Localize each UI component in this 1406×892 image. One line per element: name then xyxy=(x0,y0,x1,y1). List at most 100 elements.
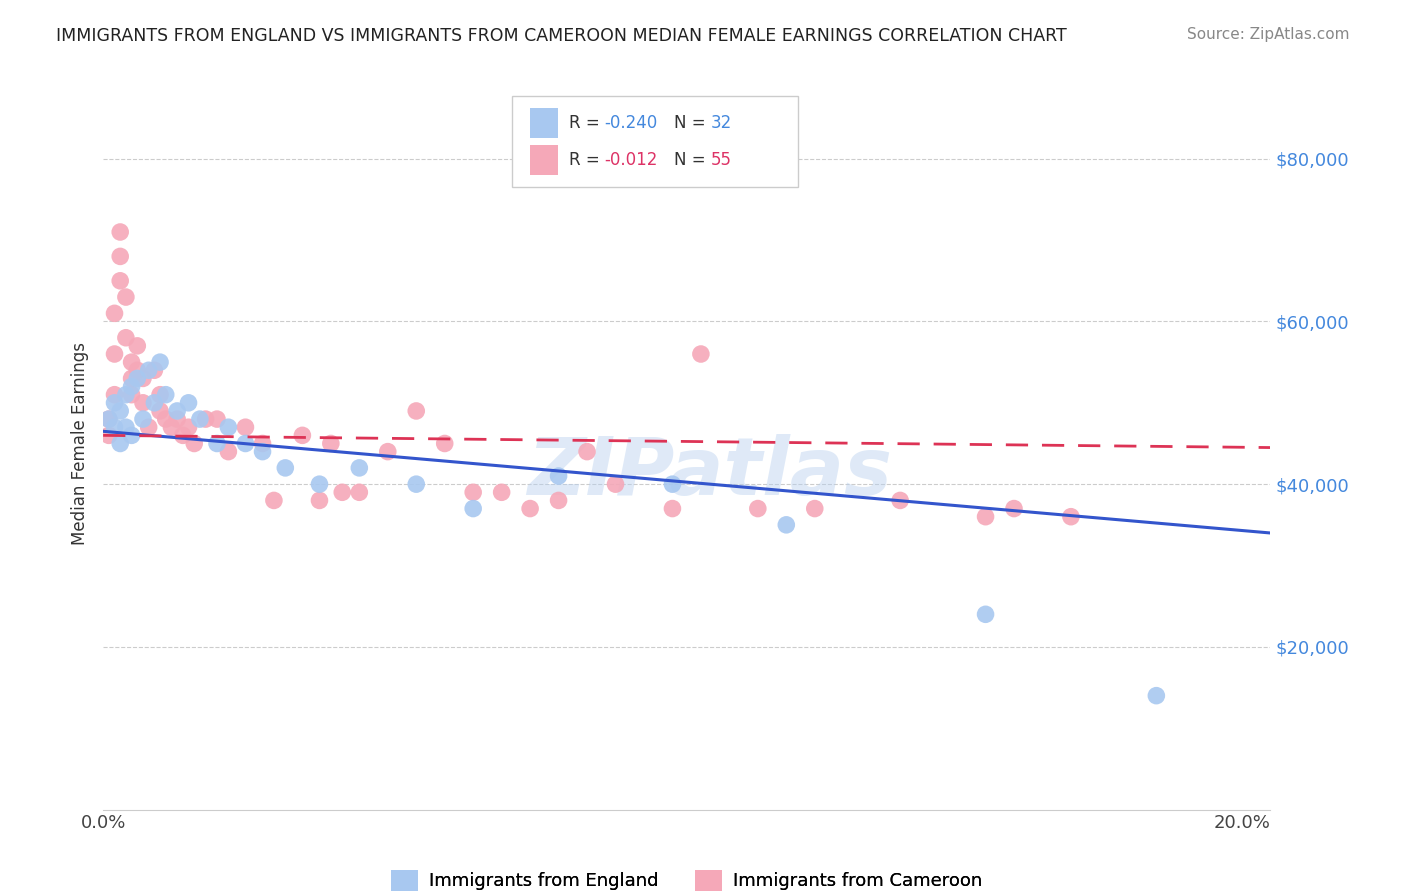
Text: 32: 32 xyxy=(711,114,733,132)
Point xyxy=(274,461,297,475)
Point xyxy=(291,428,314,442)
Point xyxy=(138,420,160,434)
Point xyxy=(547,469,569,483)
Point xyxy=(97,428,120,442)
Point xyxy=(108,404,131,418)
Point xyxy=(308,493,330,508)
Point xyxy=(121,428,143,442)
Point xyxy=(974,607,997,622)
Point xyxy=(177,420,200,434)
Text: R =: R = xyxy=(569,151,605,169)
Point xyxy=(433,436,456,450)
Point xyxy=(747,501,769,516)
Point xyxy=(463,501,485,516)
FancyBboxPatch shape xyxy=(512,95,797,187)
Point xyxy=(155,387,177,401)
Point xyxy=(252,436,274,450)
Text: R =: R = xyxy=(569,114,605,132)
Point xyxy=(217,420,239,434)
Y-axis label: Median Female Earnings: Median Female Earnings xyxy=(72,342,89,545)
Point xyxy=(183,436,205,450)
Point xyxy=(661,477,683,491)
Point xyxy=(319,436,342,450)
Text: N =: N = xyxy=(673,151,710,169)
Point xyxy=(103,420,125,434)
Text: N =: N = xyxy=(673,114,710,132)
Point xyxy=(308,477,330,491)
Point xyxy=(377,444,399,458)
Point xyxy=(166,404,188,418)
Point xyxy=(108,249,131,263)
Point xyxy=(1002,501,1025,516)
Point xyxy=(974,509,997,524)
Point xyxy=(889,493,911,508)
Point xyxy=(155,412,177,426)
Point xyxy=(235,420,257,434)
Point xyxy=(235,436,257,450)
Point xyxy=(132,371,155,385)
Point xyxy=(149,355,172,369)
Text: -0.240: -0.240 xyxy=(603,114,657,132)
Point xyxy=(547,493,569,508)
Point xyxy=(172,428,194,442)
Point xyxy=(690,347,713,361)
Point xyxy=(252,444,274,458)
Point xyxy=(160,420,183,434)
Point xyxy=(519,501,541,516)
Point xyxy=(97,412,120,426)
Point xyxy=(108,436,131,450)
Point xyxy=(149,404,172,418)
Text: Source: ZipAtlas.com: Source: ZipAtlas.com xyxy=(1187,27,1350,42)
Point xyxy=(349,461,371,475)
Point xyxy=(121,387,143,401)
Point xyxy=(143,363,166,377)
Point xyxy=(463,485,485,500)
Point xyxy=(194,412,217,426)
Point xyxy=(115,331,138,345)
Point xyxy=(121,371,143,385)
Point xyxy=(1144,689,1167,703)
Point xyxy=(166,412,188,426)
Point xyxy=(132,412,155,426)
Point xyxy=(108,225,131,239)
Point xyxy=(405,404,427,418)
Point xyxy=(405,477,427,491)
Point xyxy=(1060,509,1083,524)
Point xyxy=(103,396,125,410)
Point xyxy=(127,371,149,385)
Point xyxy=(803,501,825,516)
Text: IMMIGRANTS FROM ENGLAND VS IMMIGRANTS FROM CAMEROON MEDIAN FEMALE EARNINGS CORRE: IMMIGRANTS FROM ENGLAND VS IMMIGRANTS FR… xyxy=(56,27,1067,45)
Point xyxy=(103,387,125,401)
Point xyxy=(661,501,683,516)
Point xyxy=(177,396,200,410)
FancyBboxPatch shape xyxy=(530,145,558,176)
Point xyxy=(775,517,797,532)
Point xyxy=(103,306,125,320)
Point xyxy=(205,412,228,426)
Point xyxy=(115,420,138,434)
Legend: Immigrants from England, Immigrants from Cameroon: Immigrants from England, Immigrants from… xyxy=(384,863,990,892)
Point xyxy=(576,444,599,458)
Point xyxy=(108,274,131,288)
Point xyxy=(349,485,371,500)
Point xyxy=(132,396,155,410)
Point xyxy=(205,436,228,450)
Point xyxy=(143,396,166,410)
Point xyxy=(127,363,149,377)
Point xyxy=(188,412,211,426)
Point xyxy=(115,387,138,401)
Point xyxy=(217,444,239,458)
Point xyxy=(491,485,513,500)
Text: 55: 55 xyxy=(711,151,733,169)
Point xyxy=(138,363,160,377)
Point xyxy=(115,290,138,304)
Text: ZIPatlas: ZIPatlas xyxy=(527,434,893,512)
Point xyxy=(330,485,353,500)
Point xyxy=(127,339,149,353)
Text: -0.012: -0.012 xyxy=(603,151,657,169)
FancyBboxPatch shape xyxy=(530,108,558,138)
Point xyxy=(149,387,172,401)
Point xyxy=(97,412,120,426)
Point xyxy=(103,347,125,361)
Point xyxy=(121,379,143,393)
